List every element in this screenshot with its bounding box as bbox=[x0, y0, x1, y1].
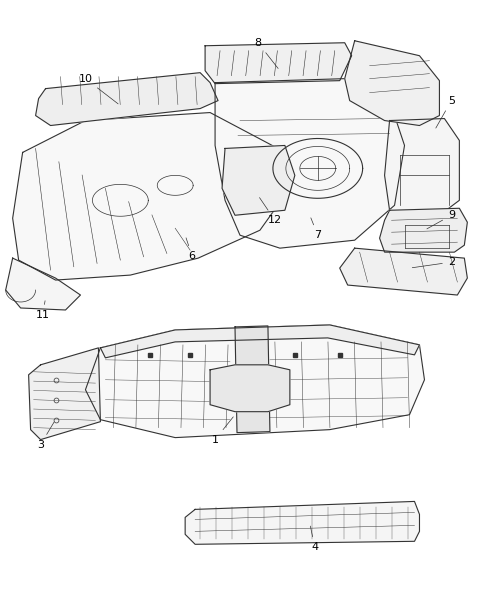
Text: 2: 2 bbox=[412, 257, 455, 268]
Text: 11: 11 bbox=[36, 301, 49, 320]
Polygon shape bbox=[6, 258, 81, 310]
Polygon shape bbox=[384, 119, 459, 215]
Polygon shape bbox=[36, 73, 218, 125]
Text: 9: 9 bbox=[427, 210, 455, 229]
Polygon shape bbox=[210, 365, 290, 411]
Text: 4: 4 bbox=[311, 526, 318, 552]
Polygon shape bbox=[215, 79, 405, 248]
Text: 5: 5 bbox=[436, 96, 455, 128]
Polygon shape bbox=[235, 326, 270, 433]
Text: 8: 8 bbox=[254, 38, 278, 68]
Text: 12: 12 bbox=[260, 198, 282, 225]
Text: 7: 7 bbox=[311, 218, 321, 240]
Polygon shape bbox=[12, 113, 285, 280]
Text: 10: 10 bbox=[78, 74, 118, 104]
Polygon shape bbox=[380, 208, 468, 252]
Polygon shape bbox=[340, 248, 468, 295]
Polygon shape bbox=[222, 145, 295, 215]
Text: 6: 6 bbox=[186, 238, 196, 261]
Text: 3: 3 bbox=[37, 422, 54, 450]
Polygon shape bbox=[345, 41, 439, 125]
Polygon shape bbox=[100, 325, 420, 358]
Polygon shape bbox=[185, 501, 420, 544]
Text: 1: 1 bbox=[212, 417, 233, 445]
Polygon shape bbox=[205, 43, 352, 84]
Polygon shape bbox=[29, 348, 100, 439]
Polygon shape bbox=[85, 325, 424, 438]
